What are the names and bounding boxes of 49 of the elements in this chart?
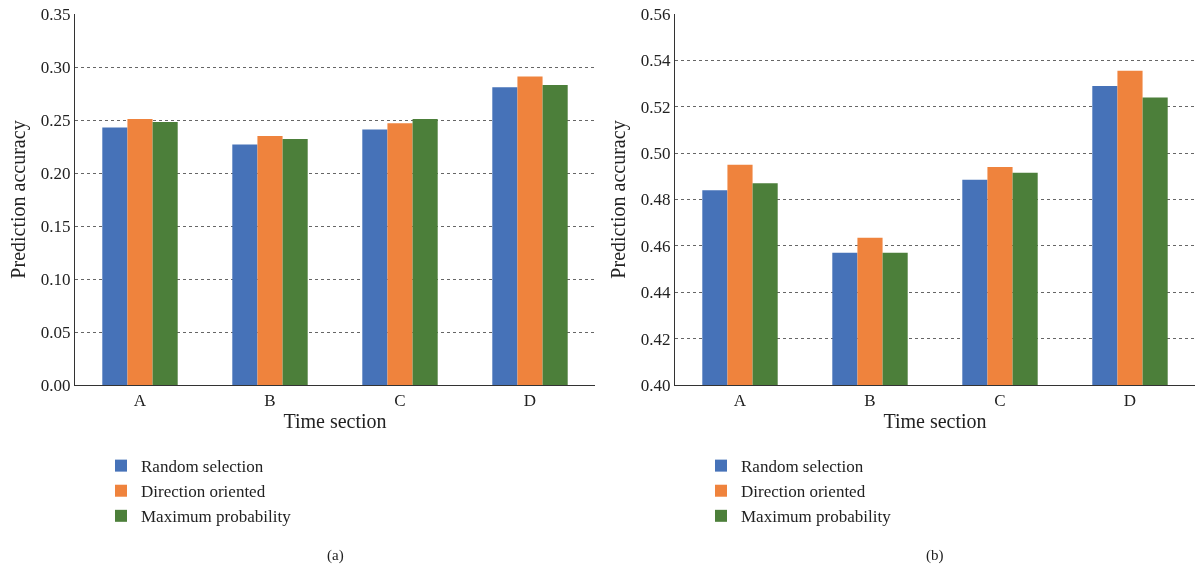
x-tick-label: A [133,391,147,411]
bar [492,87,518,385]
y-tick-label: 0.00 [40,375,71,395]
x-tick-label: D [1123,391,1137,411]
x-tick-label: C [994,391,1006,411]
text: (a) [327,547,344,564]
legend-label: Maximum probability [141,507,292,527]
legend-label: Direction oriented [741,482,866,502]
bar [517,76,543,385]
y-tick-label: 0.05 [40,322,71,342]
bar [387,123,413,385]
bar [257,135,283,385]
y-tick-label: 0.44 [640,283,672,303]
y-tick-label: 0.15 [40,216,71,236]
bar [362,129,388,385]
text: (b) [926,547,944,564]
x-tick-label: A [733,391,747,411]
legend-label: Maximum probability [741,507,892,527]
x-tick-label: D [523,391,537,411]
x-tick-label: C [394,391,406,411]
y-tick-label: 0.20 [40,163,71,183]
bar [542,85,568,385]
bar [232,144,258,385]
y-tick-label: 0.42 [640,329,671,349]
y-tick-label: 0.52 [640,97,671,117]
y-tick-label: 0.25 [40,110,71,130]
y-axis-title: Prediction accuracy [7,120,30,279]
y-tick-label: 0.56 [640,4,671,24]
y-tick-label: 0.50 [640,144,671,164]
legend-label: Direction oriented [141,482,266,502]
bar [102,127,128,385]
x-axis-title: Time section [283,409,387,432]
bar [152,122,178,385]
y-tick-label: 0.30 [40,57,71,77]
y-tick-label: 0.40 [640,375,671,395]
bar [127,118,153,385]
y-axis-title: Prediction accuracy [607,120,630,279]
x-tick-label: B [264,391,276,411]
y-tick-label: 0.48 [640,190,671,210]
legend-label: Random selection [141,457,264,477]
x-axis-title: Time section [883,409,987,432]
bar [412,118,438,385]
legend-label: Random selection [741,457,864,477]
y-tick-label: 0.10 [40,269,71,289]
y-tick-label: 0.35 [40,4,71,24]
y-tick-label: 0.54 [640,51,672,71]
x-tick-label: B [864,391,876,411]
y-tick-label: 0.46 [640,236,671,256]
bar [282,139,308,385]
